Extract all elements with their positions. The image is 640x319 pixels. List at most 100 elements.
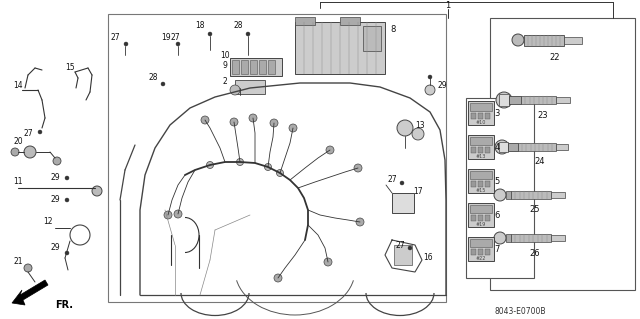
Text: 7: 7 <box>494 244 500 254</box>
Circle shape <box>201 116 209 124</box>
Circle shape <box>512 34 524 46</box>
Bar <box>392 193 414 213</box>
Bar <box>108 14 446 302</box>
Bar <box>556 97 570 103</box>
Bar <box>295 17 315 25</box>
Text: 22: 22 <box>550 54 560 63</box>
Circle shape <box>65 251 69 255</box>
Circle shape <box>428 75 432 79</box>
Bar <box>268 60 275 74</box>
Text: 13: 13 <box>415 121 425 130</box>
Text: 16: 16 <box>423 254 433 263</box>
Circle shape <box>494 232 506 244</box>
Bar <box>490 18 635 290</box>
Bar <box>478 249 483 255</box>
Bar <box>478 181 483 187</box>
Circle shape <box>176 42 180 46</box>
Bar <box>551 235 565 241</box>
Bar <box>394 245 412 265</box>
Bar <box>468 135 494 159</box>
Text: 27: 27 <box>23 129 33 137</box>
Text: 4: 4 <box>494 143 500 152</box>
Bar <box>471 113 476 119</box>
Circle shape <box>65 176 69 180</box>
Bar <box>230 58 282 76</box>
Text: 5: 5 <box>494 176 500 186</box>
Bar <box>506 234 511 242</box>
Circle shape <box>408 246 412 250</box>
Text: 29: 29 <box>50 243 60 253</box>
Text: 27: 27 <box>110 33 120 42</box>
Circle shape <box>354 164 362 172</box>
Text: #13: #13 <box>476 153 486 159</box>
Text: 20: 20 <box>13 137 23 146</box>
Text: 29: 29 <box>437 80 447 90</box>
Text: 23: 23 <box>538 110 548 120</box>
Bar <box>478 215 483 221</box>
Bar <box>471 181 476 187</box>
Bar <box>470 239 492 247</box>
Bar <box>511 234 551 242</box>
Bar <box>551 192 565 198</box>
Text: 26: 26 <box>530 249 540 257</box>
Text: 9: 9 <box>223 61 227 70</box>
Bar <box>511 191 551 199</box>
Bar <box>470 171 492 179</box>
Text: 15: 15 <box>65 63 75 71</box>
Circle shape <box>264 164 271 170</box>
Bar <box>499 94 509 106</box>
Bar <box>471 147 476 153</box>
Bar <box>485 215 490 221</box>
Bar <box>478 147 483 153</box>
Circle shape <box>289 124 297 132</box>
Bar <box>232 60 239 74</box>
Text: #10: #10 <box>476 120 486 124</box>
Bar <box>259 60 266 74</box>
Bar <box>485 249 490 255</box>
Circle shape <box>208 32 212 36</box>
Text: 11: 11 <box>13 177 23 187</box>
Circle shape <box>174 210 182 218</box>
Bar <box>556 144 568 150</box>
Text: 27: 27 <box>387 175 397 184</box>
Circle shape <box>207 161 214 168</box>
Circle shape <box>400 181 404 185</box>
Text: #19: #19 <box>476 221 486 226</box>
Text: 29: 29 <box>50 174 60 182</box>
Bar <box>485 181 490 187</box>
Text: 28: 28 <box>148 73 157 83</box>
Text: 29: 29 <box>50 196 60 204</box>
Bar <box>485 147 490 153</box>
Circle shape <box>161 82 165 86</box>
Bar <box>466 98 534 278</box>
Circle shape <box>274 274 282 282</box>
Bar <box>468 203 494 227</box>
Text: 21: 21 <box>13 257 23 266</box>
Circle shape <box>230 85 240 95</box>
Circle shape <box>397 120 413 136</box>
Polygon shape <box>12 280 48 305</box>
Bar <box>499 142 508 152</box>
Text: FR.: FR. <box>55 300 73 310</box>
Bar <box>470 137 492 145</box>
Circle shape <box>270 119 278 127</box>
Text: 25: 25 <box>530 205 540 214</box>
Bar <box>564 37 582 44</box>
Text: 8043-E0700B: 8043-E0700B <box>494 308 546 316</box>
Bar <box>470 103 492 111</box>
Circle shape <box>412 128 424 140</box>
Text: #15: #15 <box>476 188 486 192</box>
Circle shape <box>249 114 257 122</box>
Circle shape <box>38 130 42 134</box>
Circle shape <box>276 169 284 176</box>
Circle shape <box>24 264 32 272</box>
Bar <box>468 101 494 125</box>
Bar <box>485 113 490 119</box>
Circle shape <box>65 198 69 202</box>
Text: #22: #22 <box>476 256 486 261</box>
Text: 17: 17 <box>413 188 423 197</box>
Text: 12: 12 <box>44 218 52 226</box>
Circle shape <box>230 118 238 126</box>
Text: 1: 1 <box>445 2 451 11</box>
Bar <box>471 215 476 221</box>
